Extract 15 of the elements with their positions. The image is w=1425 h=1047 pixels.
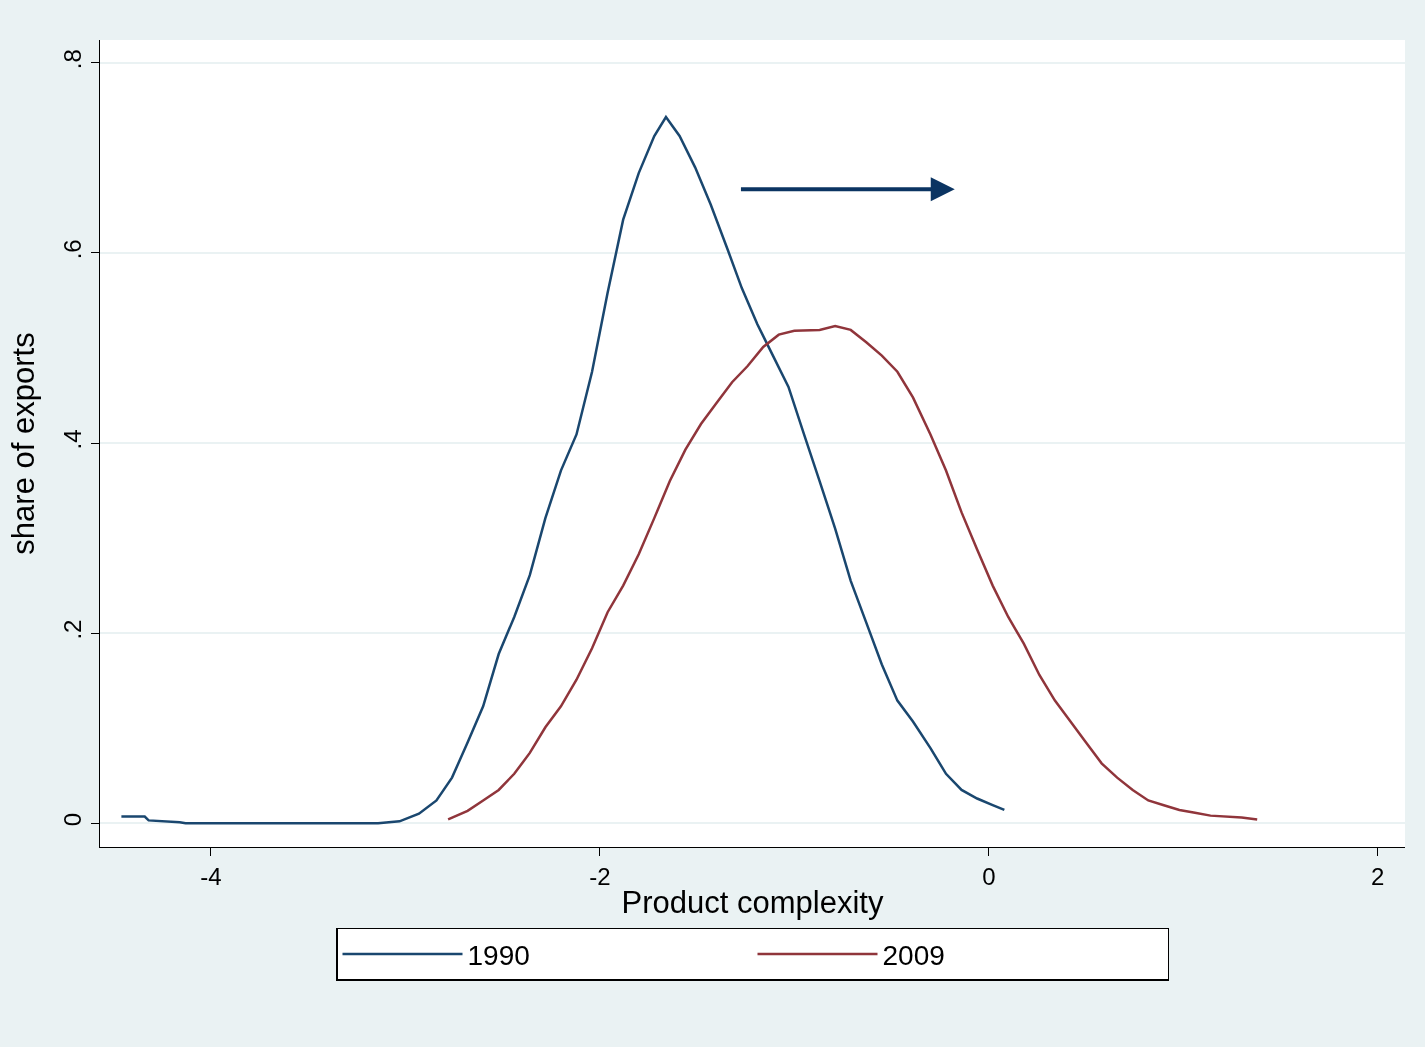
- x-axis-title: Product complexity: [621, 885, 884, 921]
- y-tick-label: .4: [59, 429, 87, 450]
- y-axis-title: share of exports: [5, 332, 41, 555]
- x-tick-label: 0: [982, 862, 996, 890]
- x-tick-label: -4: [200, 862, 222, 890]
- x-tick-label: 2: [1371, 862, 1385, 890]
- y-tick-label: .8: [59, 49, 87, 70]
- x-tick-label: -2: [589, 862, 611, 890]
- y-tick-label: 0: [59, 812, 87, 827]
- line-series: [120, 115, 1006, 825]
- legend-label: 1990: [467, 939, 530, 971]
- legend-label: 2009: [882, 939, 945, 971]
- y-tick-label: .6: [59, 239, 87, 260]
- y-tick-label: .2: [59, 619, 87, 640]
- line-series: [446, 324, 1259, 821]
